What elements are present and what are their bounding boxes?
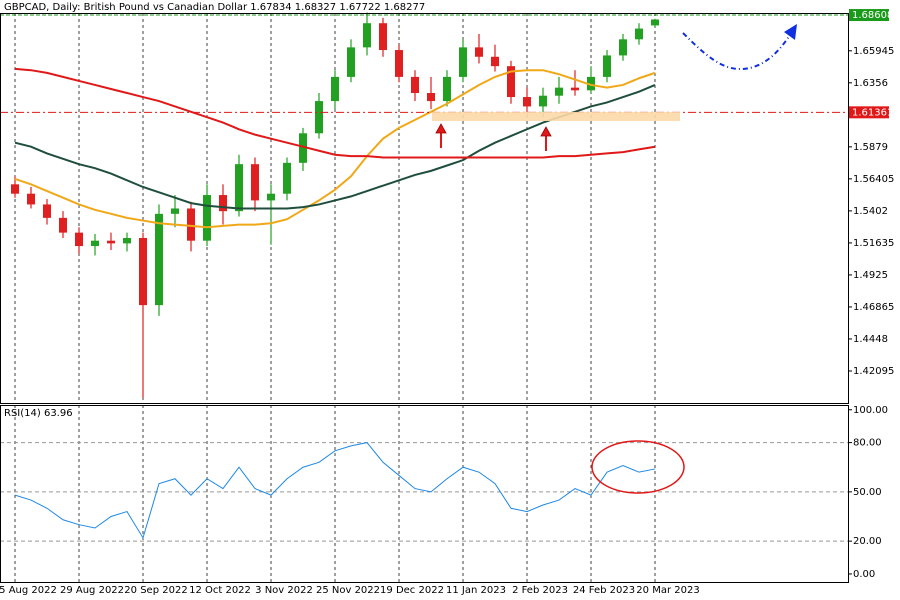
y-tick-label: 1.56405 (853, 174, 894, 185)
y-tick-label: 1.46865 (853, 302, 894, 313)
y-tick-label: 1.4448 (853, 334, 888, 345)
arrow-up (540, 126, 552, 151)
candle-body (411, 76, 419, 94)
support-zone (432, 112, 680, 121)
candle-body (139, 238, 147, 306)
candle-body (379, 23, 387, 51)
rsi-line (14, 442, 656, 540)
x-tick-label: 2 Feb 2023 (512, 585, 568, 596)
rsi-title: RSI(14) 63.96 (4, 408, 73, 419)
x-tick-label: 12 Oct 2022 (189, 585, 251, 596)
candle-body (75, 232, 83, 247)
candle-body (475, 47, 483, 57)
y-tick-label: 1.42095 (853, 366, 894, 377)
candle-body (491, 56, 499, 67)
candle-body (155, 213, 163, 306)
price-level-box (849, 106, 889, 119)
candle-body (635, 28, 643, 40)
candle-body (123, 238, 131, 244)
candle-body (91, 240, 99, 247)
y-tick-label: 1.51635 (853, 238, 894, 249)
candle-body (187, 208, 195, 241)
candle-body (507, 66, 515, 98)
y-tick-label: 1.5879 (853, 142, 888, 153)
candle-body (427, 93, 435, 102)
candle-body (539, 95, 547, 107)
y-tick-label: 100.00 (853, 405, 888, 416)
candle-body (203, 195, 211, 241)
candle-body (651, 19, 659, 26)
candle-body (43, 204, 51, 218)
candle-body (27, 193, 35, 205)
x-tick-label: 20 Sep 2022 (124, 585, 187, 596)
candle-body (219, 195, 227, 212)
candle-body (171, 208, 179, 214)
x-tick-label: 11 Jan 2023 (446, 585, 506, 596)
y-tick-label: 20.00 (853, 536, 882, 547)
projection-arrow (682, 24, 797, 71)
highlight-ellipse (591, 440, 685, 494)
candle-body (587, 76, 595, 91)
candle-body (395, 50, 403, 77)
arrow-up (435, 123, 447, 148)
x-tick-label: 25 Nov 2022 (316, 585, 380, 596)
candle-body (363, 23, 371, 48)
candle-body (443, 76, 451, 102)
candle-body (11, 184, 19, 194)
price-level-box (849, 9, 889, 22)
main-frame (0, 13, 849, 404)
price-level-label: 1.68608 (852, 10, 893, 21)
x-tick-label: 5 Aug 2022 (0, 585, 57, 596)
x-tick-label: 24 Feb 2023 (573, 585, 635, 596)
candle-body (251, 164, 259, 201)
candle-body (571, 87, 579, 91)
rsi-frame (0, 405, 849, 583)
candle-body (267, 193, 275, 201)
candle-body (331, 76, 339, 102)
y-tick-label: 50.00 (853, 487, 882, 498)
candle-body (555, 87, 563, 96)
y-tick-label: 1.6356 (853, 78, 888, 89)
candle-body (107, 240, 115, 244)
candle-body (299, 133, 307, 163)
y-tick-label: 1.65945 (853, 46, 894, 57)
x-tick-label: 29 Aug 2022 (60, 585, 124, 596)
candle-body (523, 97, 531, 107)
candle-body (59, 217, 67, 233)
candle-body (315, 101, 323, 134)
candle-body (235, 164, 243, 212)
y-tick-label: 1.4925 (853, 270, 888, 281)
y-tick-label: 80.00 (853, 438, 882, 449)
x-tick-label: 19 Dec 2022 (380, 585, 444, 596)
x-tick-label: 20 Mar 2023 (636, 585, 699, 596)
y-tick-label: 1.5402 (853, 206, 888, 217)
y-tick-label: 0.00 (853, 569, 875, 580)
x-tick-label: 3 Nov 2022 (255, 585, 313, 596)
chart-title: GBPCAD, Daily: British Pound vs Canadian… (4, 2, 425, 13)
price-level-label: 1.61361 (852, 107, 893, 118)
candle-body (619, 39, 627, 56)
plot-layer (0, 12, 848, 582)
candle-body (459, 47, 467, 77)
candle-body (347, 47, 355, 77)
moving-average (14, 69, 656, 229)
moving-average (14, 67, 656, 159)
candle-body (283, 162, 291, 194)
candle-body (603, 55, 611, 77)
